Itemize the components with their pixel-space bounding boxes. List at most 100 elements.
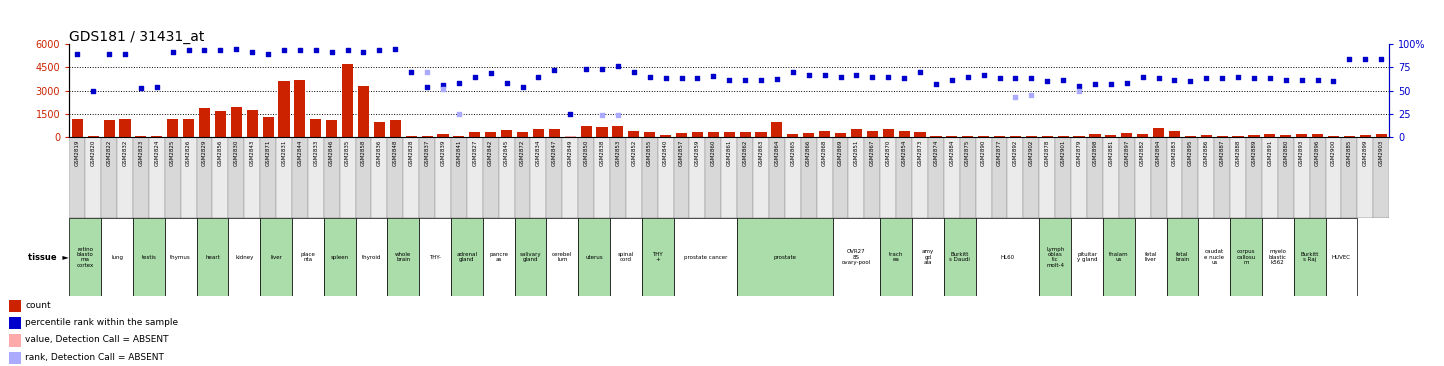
Text: GDS181 / 31431_at: GDS181 / 31431_at (69, 30, 205, 44)
Bar (801, 137, 817, 218)
Point (765, 76, 788, 82)
Bar (247, 110, 257, 137)
Point (384, 46, 407, 52)
Bar (721, 137, 738, 218)
Text: GSM2830: GSM2830 (234, 140, 238, 166)
Bar (1135, 137, 1151, 218)
Bar (1103, 218, 1135, 296)
Bar (215, 111, 225, 137)
Text: GSM2819: GSM2819 (75, 140, 79, 166)
Bar (371, 137, 387, 218)
Bar (1246, 137, 1262, 218)
Bar (212, 137, 228, 218)
Bar (9, 317, 20, 329)
Bar (898, 131, 910, 137)
Bar (451, 137, 466, 218)
Bar (913, 137, 928, 218)
Text: GSM2826: GSM2826 (186, 140, 191, 166)
Text: GSM2894: GSM2894 (1157, 140, 1161, 166)
Text: GSM2900: GSM2900 (1331, 140, 1336, 166)
Text: GSM2895: GSM2895 (1188, 140, 1193, 166)
Bar (1265, 134, 1275, 137)
Point (98, 51, 121, 57)
Text: GSM2836: GSM2836 (377, 140, 381, 166)
Point (702, 73, 725, 79)
Text: percentile rank within the sample: percentile rank within the sample (26, 318, 179, 327)
Text: GSM2831: GSM2831 (282, 140, 286, 166)
Text: GSM2827: GSM2827 (472, 140, 478, 166)
Point (924, 82, 947, 87)
Text: GSM2820: GSM2820 (91, 140, 95, 166)
Bar (136, 136, 146, 137)
Text: GSM2859: GSM2859 (695, 140, 700, 166)
Bar (992, 137, 1008, 218)
Bar (1167, 137, 1183, 218)
Text: GSM2863: GSM2863 (758, 140, 764, 166)
Bar (609, 218, 641, 296)
Point (781, 69, 804, 75)
Text: lung: lung (111, 255, 123, 259)
Bar (1056, 137, 1071, 218)
Bar (833, 218, 881, 296)
Bar (85, 137, 101, 218)
Text: GSM2901: GSM2901 (1061, 140, 1066, 166)
Bar (390, 120, 401, 137)
Point (908, 69, 931, 75)
Bar (644, 132, 656, 137)
Point (543, 67, 566, 73)
Bar (1313, 134, 1323, 137)
Point (1051, 77, 1074, 83)
Text: thyroid: thyroid (362, 255, 381, 259)
Bar (1230, 218, 1262, 296)
Point (209, 47, 232, 53)
Point (606, 113, 630, 119)
Text: GSM2865: GSM2865 (790, 140, 796, 166)
Text: GSM2825: GSM2825 (170, 140, 175, 166)
Bar (451, 218, 482, 296)
Bar (104, 120, 114, 137)
Bar (260, 137, 276, 218)
Bar (1199, 137, 1214, 218)
Bar (1184, 136, 1196, 137)
Point (972, 72, 995, 78)
Bar (435, 137, 451, 218)
Text: GSM2853: GSM2853 (615, 140, 621, 166)
Bar (1040, 218, 1071, 296)
Bar (1294, 137, 1310, 218)
Bar (482, 137, 498, 218)
Text: GSM2893: GSM2893 (1300, 140, 1304, 166)
Bar (1008, 137, 1024, 218)
Point (305, 47, 328, 53)
Text: GSM2885: GSM2885 (1347, 140, 1352, 166)
Text: testis: testis (142, 255, 156, 259)
Bar (738, 137, 754, 218)
Point (1289, 77, 1313, 83)
Text: thalam
us: thalam us (1109, 252, 1129, 262)
Bar (1310, 137, 1326, 218)
Point (1004, 94, 1027, 100)
Bar (72, 119, 82, 137)
Text: liver: liver (270, 255, 282, 259)
Bar (469, 132, 481, 137)
Point (638, 74, 661, 79)
Bar (1135, 218, 1167, 296)
Bar (228, 218, 260, 296)
Text: GSM2856: GSM2856 (218, 140, 222, 166)
Bar (183, 119, 193, 137)
Bar (708, 132, 719, 137)
Bar (276, 137, 292, 218)
Point (321, 49, 344, 55)
Text: GSM2870: GSM2870 (885, 140, 891, 166)
Point (114, 51, 137, 57)
Bar (168, 119, 178, 137)
Text: adrenal
gland: adrenal gland (456, 252, 478, 262)
Bar (180, 137, 196, 218)
Text: value, Detection Call = ABSENT: value, Detection Call = ABSENT (26, 335, 169, 344)
Point (225, 46, 248, 52)
Bar (881, 137, 897, 218)
Point (432, 86, 455, 92)
Bar (530, 137, 546, 218)
Text: spleen: spleen (331, 255, 348, 259)
Point (495, 80, 518, 86)
Text: GSM2833: GSM2833 (313, 140, 318, 166)
